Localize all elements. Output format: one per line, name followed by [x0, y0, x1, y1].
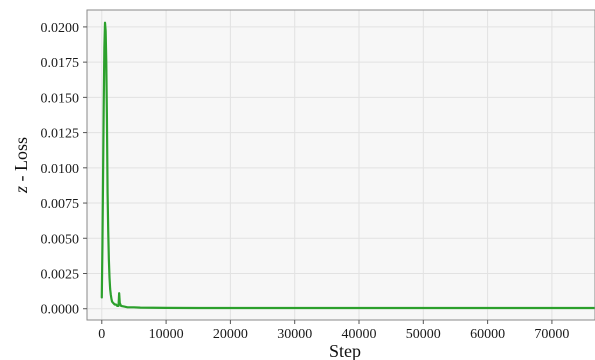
x-axis-ticks: 0 10000 20000 30000 40000 50000 60000 70000	[98, 320, 569, 342]
y-tick-label: 0.0050	[41, 232, 80, 247]
y-axis-title-rest: - Loss	[11, 137, 31, 186]
plot-frame	[86, 9, 595, 321]
x-tick-label: 50000	[406, 327, 441, 342]
x-tick-label: 60000	[470, 327, 505, 342]
x-axis-title: Step	[329, 341, 361, 360]
y-tick-label: 0.0025	[41, 268, 80, 283]
x-tick-label: 70000	[534, 327, 569, 342]
series-layer	[100, 21, 595, 310]
x-tick-label: 10000	[149, 327, 184, 342]
y-tick-label: 0.0175	[41, 56, 80, 71]
y-tick-label: 0.0000	[41, 303, 80, 318]
y-tick-label: 0.0125	[41, 127, 80, 142]
y-axis-ticks: 0.0000 0.0025 0.0050 0.0075 0.0100 0.0125 0.01…	[41, 21, 87, 318]
x-tick-label: 30000	[277, 327, 312, 342]
x-tick-label: 20000	[213, 327, 248, 342]
y-axis-title: z - Loss	[11, 137, 31, 194]
x-tick-label: 0	[98, 327, 105, 342]
y-tick-label: 0.0100	[41, 162, 80, 177]
y-axis-title-variable: z	[11, 186, 31, 194]
x-tick-label: 40000	[342, 327, 377, 342]
y-tick-label: 0.0200	[41, 21, 80, 36]
y-tick-label: 0.0075	[41, 197, 80, 212]
y-tick-label: 0.0150	[41, 91, 80, 106]
loss-series-line	[100, 21, 595, 310]
